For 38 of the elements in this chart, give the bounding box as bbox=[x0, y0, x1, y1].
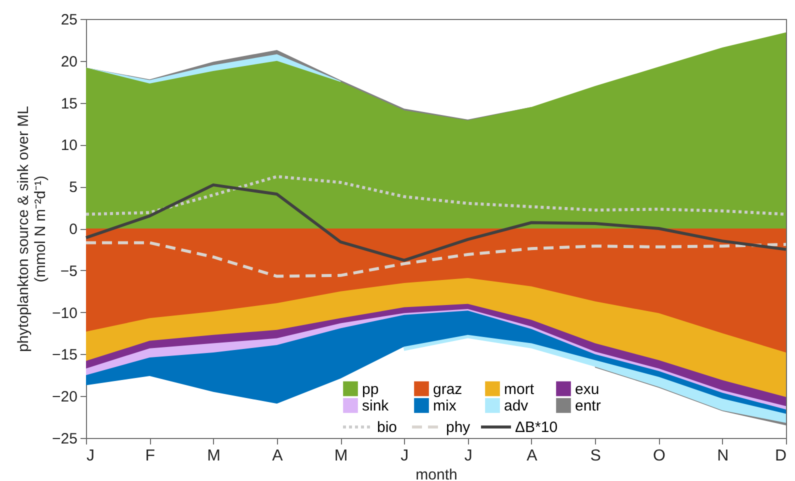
x-tick-label: J bbox=[400, 448, 409, 464]
x-tick-label: O bbox=[653, 448, 666, 464]
x-axis-title: month bbox=[416, 466, 458, 481]
y-axis-title: phytoplankton source & sink over ML (mmol N m⁻²d⁻¹) bbox=[15, 106, 50, 352]
y-tick-label: 5 bbox=[69, 179, 78, 196]
x-tick-label: J bbox=[464, 448, 472, 464]
legend-label: phy bbox=[446, 419, 471, 436]
legend-label: mort bbox=[504, 380, 535, 398]
legend-label: adv bbox=[504, 398, 529, 414]
x-tick-label: F bbox=[145, 448, 156, 464]
x-tick-label: A bbox=[272, 448, 284, 464]
line-series bbox=[84, 241, 788, 278]
y-tick-label: −20 bbox=[52, 388, 78, 406]
x-tick-label: J bbox=[86, 448, 94, 464]
y-tick-label: 10 bbox=[60, 137, 78, 154]
legend-label: entr bbox=[575, 398, 601, 414]
y-tick-label: −25 bbox=[52, 430, 78, 448]
legend-label: graz bbox=[433, 380, 462, 398]
legend-label: sink bbox=[362, 398, 390, 414]
y-tick-label: −15 bbox=[52, 346, 78, 364]
y-tick-label: −5 bbox=[60, 262, 78, 280]
legend-label: exu bbox=[575, 380, 600, 398]
y-tick-label: 15 bbox=[60, 95, 78, 112]
x-tick-label: D bbox=[774, 448, 786, 464]
legend-label: bio bbox=[377, 419, 398, 436]
x-tick-label: M bbox=[207, 448, 220, 464]
legend-label: ΔB*10 bbox=[515, 419, 558, 436]
line-series bbox=[84, 183, 788, 262]
y-tick-label: 0 bbox=[69, 221, 78, 238]
x-tick-label: M bbox=[334, 448, 348, 464]
legend-label: mix bbox=[433, 398, 457, 414]
y-tick-label: −10 bbox=[52, 304, 78, 322]
x-tick-label: A bbox=[526, 448, 538, 464]
y-tick-label: 25 bbox=[60, 12, 78, 28]
x-tick-label: S bbox=[590, 448, 601, 464]
legend-label: pp bbox=[362, 380, 379, 398]
y-tick-label: 20 bbox=[60, 53, 78, 70]
x-tick-label: N bbox=[717, 448, 729, 464]
